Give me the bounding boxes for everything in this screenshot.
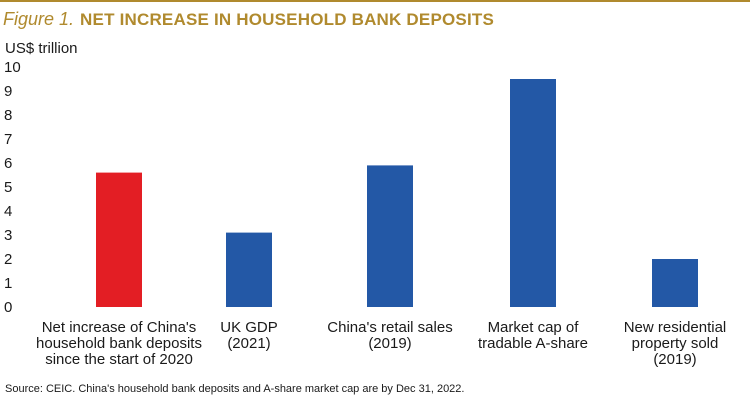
source-note: Source: CEIC. China's household bank dep… [5, 383, 465, 395]
y-tick-label: 9 [4, 83, 12, 100]
x-category-label: Net increase of China's household bank de… [36, 319, 202, 368]
y-tick-label: 8 [4, 107, 12, 124]
bar [510, 79, 556, 307]
y-tick-label: 1 [4, 275, 12, 292]
figure-title: Figure 1. NET INCREASE IN HOUSEHOLD BANK … [3, 9, 494, 30]
y-tick-label: 7 [4, 131, 12, 148]
y-tick-label: 5 [4, 179, 12, 196]
y-tick-label: 2 [4, 251, 12, 268]
y-tick-label: 10 [4, 59, 21, 76]
figure-main-title: NET INCREASE IN HOUSEHOLD BANK DEPOSITS [80, 10, 494, 29]
bar [226, 232, 272, 307]
top-rule [0, 0, 750, 2]
y-tick-label: 3 [4, 227, 12, 244]
x-category-label: Market cap of tradable A-share [478, 319, 588, 352]
y-axis-unit-label: US$ trillion [5, 40, 78, 57]
x-category-label: New residential property sold (2019) [624, 319, 727, 368]
bar [652, 259, 698, 307]
y-tick-label: 4 [4, 203, 12, 220]
bar [367, 165, 413, 307]
figure-label: Figure 1. [3, 9, 75, 29]
x-category-label: UK GDP (2021) [220, 319, 278, 352]
y-tick-label: 0 [4, 299, 12, 316]
y-tick-label: 6 [4, 155, 12, 172]
x-category-label: China's retail sales (2019) [327, 319, 452, 352]
bar [96, 172, 142, 307]
